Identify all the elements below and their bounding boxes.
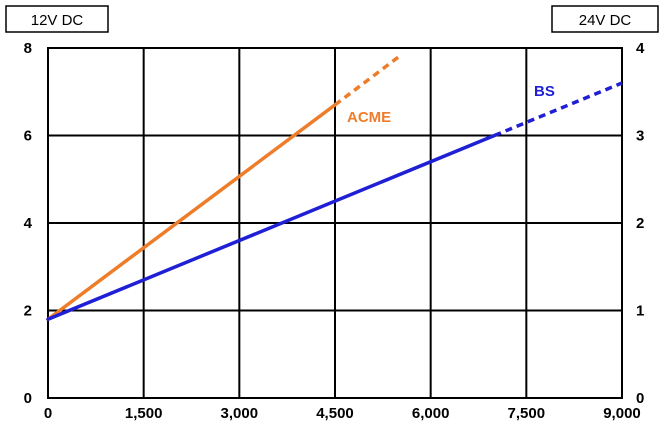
x-tick-label: 6,000: [412, 405, 450, 422]
right-y-tick-label: 2: [636, 215, 644, 232]
left-y-tick-label: 6: [24, 128, 32, 145]
series-label-acme: ACME: [347, 109, 391, 126]
series-layer: ACME BS: [46, 55, 623, 321]
series-line-acme: [46, 103, 337, 321]
x-tick-label: 7,500: [508, 405, 546, 422]
left-unit-box: [5, 5, 109, 33]
x-tick-label: 1,500: [125, 405, 163, 422]
x-tick-label: 9,000: [603, 405, 641, 422]
right-unit-label: 24V DC: [579, 12, 632, 29]
series-dashed-extension-acme: [333, 55, 400, 107]
x-tick-label: 3,000: [221, 405, 259, 422]
left-y-tick-label: 4: [24, 215, 33, 232]
left-y-tick-label: 0: [24, 390, 32, 407]
ticks: 0 1,500 3,000 4,500 6,000 7,500 9,000024680123…: [24, 40, 645, 422]
right-y-tick-label: 0: [636, 390, 644, 407]
right-y-tick-label: 1: [636, 303, 644, 320]
right-y-tick-label: 4: [636, 40, 645, 57]
x-tick-label: 4,500: [316, 405, 354, 422]
right-unit-box: [551, 5, 659, 33]
left-y-tick-label: 8: [24, 40, 32, 57]
series-dashed-extension-bs: [493, 81, 623, 138]
right-y-tick-label: 3: [636, 128, 644, 145]
grid: [48, 48, 622, 398]
left-y-tick-label: 2: [24, 303, 32, 320]
left-unit-label: 12V DC: [31, 12, 84, 29]
series-label-bs: BS: [534, 83, 555, 100]
series-line-bs: [46, 133, 497, 321]
x-tick-label: 0: [44, 405, 52, 422]
